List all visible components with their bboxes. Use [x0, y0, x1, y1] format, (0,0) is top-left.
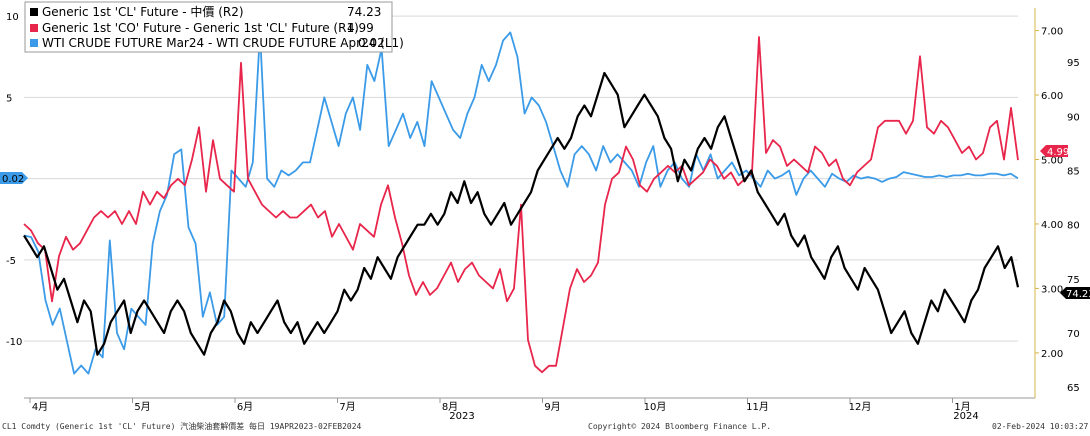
r2-tag-text: 74.23 — [1066, 289, 1090, 300]
r2-tick-label: 75 — [1067, 275, 1080, 286]
legend-swatch-wti — [30, 39, 38, 47]
r1-tick-label: 4.00 — [1041, 220, 1063, 231]
r1-axis-ticks: 7.00 6.00 5.00 4.00 3.00 2.00 — [1035, 27, 1063, 360]
r2-tick-label: 90 — [1067, 112, 1080, 123]
r1-value-tag: 4.99 — [1040, 145, 1069, 158]
legend-label-wti: WTI CRUDE FUTURE Mar24 - WTI CRUDE FUTUR… — [42, 36, 404, 50]
x-axis-ticks: 4月 5月 6月 7月 8月 9月 10月 11月 12月 1月 2023 2024 — [29, 398, 979, 422]
left-tick-label: 5 — [6, 93, 12, 104]
x-tick-label: 5月 — [134, 401, 150, 413]
x-tick-label: 9月 — [544, 401, 560, 413]
x-tick-label: 11月 — [746, 401, 769, 413]
r2-tick-label: 95 — [1067, 58, 1080, 69]
x-tick-label: 8月 — [442, 401, 458, 413]
x-tick-label: 12月 — [849, 401, 872, 413]
legend-value-wti: 0.02 — [358, 36, 385, 50]
legend-value-co-cl: 4.99 — [347, 21, 374, 35]
x-tick-label: 6月 — [237, 401, 253, 413]
legend: Generic 1st 'CL' Future - 中價 (R2) 74.23 … — [24, 1, 404, 53]
year-label: 2024 — [953, 411, 978, 422]
footer-source: CL1 Comdty (Generic 1st 'CL' Future) 汽油柴… — [2, 421, 362, 431]
year-label: 2023 — [449, 411, 474, 422]
legend-swatch-co-cl — [30, 24, 38, 32]
x-tick-label: 4月 — [32, 401, 48, 413]
r2-tick-label: 80 — [1067, 221, 1080, 232]
r1-tick-label: 6.00 — [1041, 91, 1063, 102]
left-tick-label: -5 — [6, 256, 16, 267]
series-line-left — [23, 31, 1019, 375]
footer-copyright: Copyright© 2024 Bloomberg Finance L.P. — [588, 422, 771, 431]
left-tick-label: -10 — [6, 337, 22, 348]
r1-tick-label: 7.00 — [1041, 27, 1063, 38]
legend-label-cl: Generic 1st 'CL' Future - 中價 (R2) — [42, 4, 244, 19]
x-tick-label: 1月 — [954, 401, 970, 413]
r1-tick-label: 2.00 — [1041, 349, 1063, 360]
r2-tick-label: 70 — [1067, 329, 1080, 340]
left-tag-text: 0.02 — [2, 174, 24, 185]
left-tick-label: 10 — [6, 12, 19, 23]
x-tick-label: 7月 — [339, 401, 355, 413]
r1-tick-label: 3.00 — [1041, 284, 1063, 295]
r2-tick-label: 65 — [1067, 383, 1080, 394]
series-line-r1 — [23, 36, 1019, 374]
footer-timestamp: 02-Feb-2024 10:03:27 — [992, 422, 1089, 431]
legend-label-co-cl: Generic 1st 'CO' Future - Generic 1st 'C… — [42, 21, 359, 35]
r1-tag-text: 4.99 — [1047, 147, 1069, 158]
left-value-tag: 0.02 — [0, 172, 28, 185]
x-tick-label: 10月 — [644, 401, 667, 413]
r2-axis-ticks: 95 90 85 80 75 70 65 — [1067, 58, 1080, 394]
gridlines — [24, 15, 1018, 342]
r2-tick-label: 85 — [1067, 167, 1080, 178]
r2-value-tag: 74.23 — [1060, 287, 1090, 300]
legend-box — [24, 1, 393, 53]
legend-value-cl: 74.23 — [347, 5, 381, 19]
series-line-r2 — [23, 71, 1020, 356]
legend-swatch-cl — [30, 8, 38, 16]
r1-tick-label: 5.00 — [1041, 155, 1063, 166]
series-lines — [23, 31, 1020, 375]
